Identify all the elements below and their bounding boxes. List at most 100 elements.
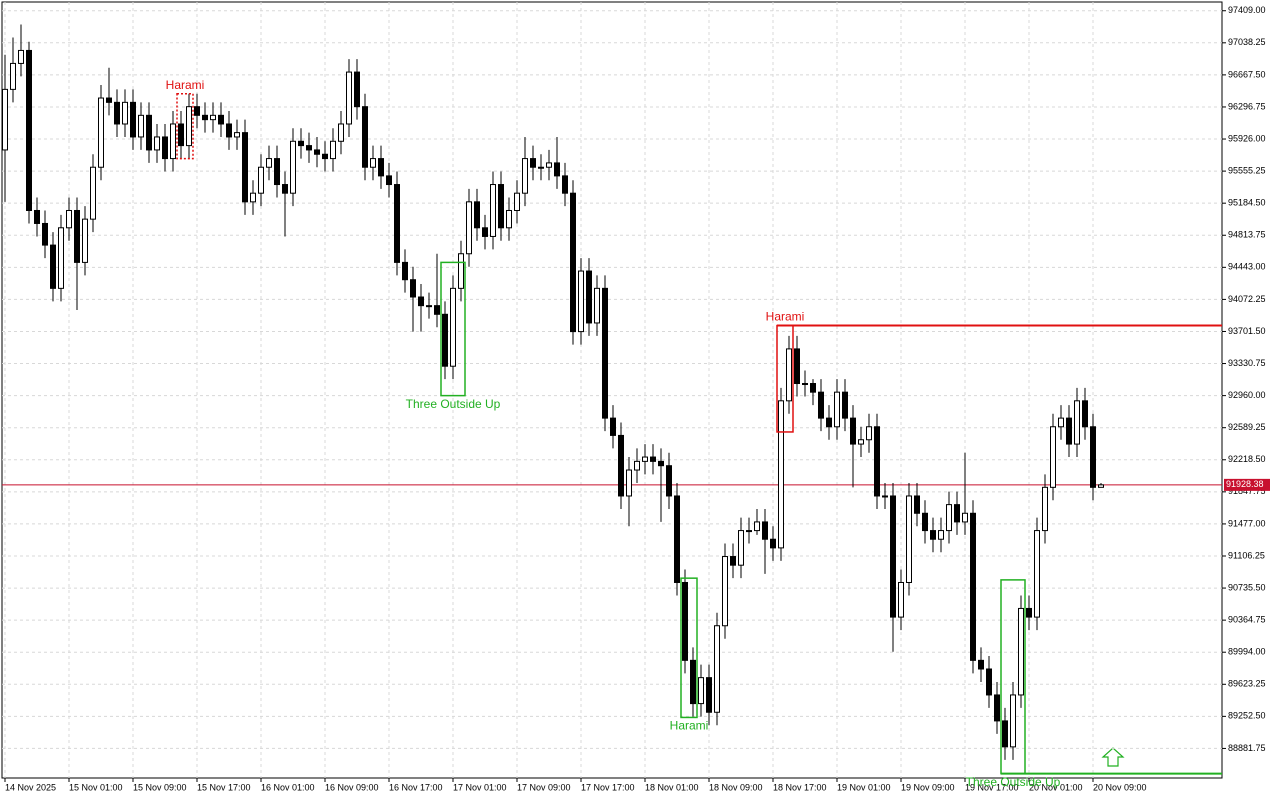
candle-body	[538, 166, 544, 169]
candle-body	[898, 581, 904, 618]
x-tick-label: 18 Nov 17:00	[773, 782, 827, 792]
y-tick-label: 94072.25	[1228, 294, 1266, 304]
candle-body	[226, 123, 232, 138]
x-tick-label: 18 Nov 09:00	[709, 782, 763, 792]
candle-body	[690, 659, 696, 705]
y-tick-label: 97409.00	[1228, 5, 1266, 15]
candle-body	[1018, 607, 1024, 696]
candle-body	[706, 677, 712, 713]
candle-body	[1042, 486, 1048, 532]
candle-body	[474, 201, 480, 229]
candle-body	[250, 192, 256, 203]
candle-body	[1058, 417, 1064, 428]
candle-body	[738, 530, 744, 566]
candle-body	[1090, 426, 1096, 488]
y-tick-label: 97038.25	[1228, 37, 1266, 47]
candle-body	[122, 101, 128, 125]
candle-body	[610, 417, 616, 436]
candle-body	[874, 426, 880, 497]
candle-body	[442, 313, 448, 367]
pattern-box	[440, 261, 466, 397]
candle-body	[34, 209, 40, 224]
x-tick-label: 20 Nov 01:00	[1029, 782, 1083, 792]
candle-body	[866, 426, 872, 441]
candle-body	[322, 153, 328, 160]
candle-body	[90, 166, 96, 220]
candle-body	[970, 512, 976, 661]
candle-body	[74, 209, 80, 263]
candle-body	[642, 456, 648, 462]
x-tick-label: 19 Nov 01:00	[837, 782, 891, 792]
y-tick-label: 91477.00	[1228, 518, 1266, 528]
candle-body	[186, 106, 192, 147]
x-tick-label: 14 Nov 2025	[5, 782, 56, 792]
y-tick-label: 93330.75	[1228, 358, 1266, 368]
candle-body	[202, 114, 208, 121]
candle-body	[794, 348, 800, 385]
candle-body	[218, 114, 224, 125]
candle-body	[154, 136, 160, 151]
candle-body	[514, 192, 520, 211]
candle-body	[506, 209, 512, 229]
candle-body	[1098, 484, 1104, 488]
y-tick-label: 92960.00	[1228, 390, 1266, 400]
y-tick-label: 91106.25	[1228, 550, 1265, 560]
y-tick-label: 96296.75	[1228, 101, 1266, 111]
candle-body	[746, 530, 752, 533]
y-tick-label: 95555.25	[1228, 165, 1266, 175]
candle-body	[2, 88, 8, 151]
candle-body	[842, 391, 848, 419]
candle-body	[98, 97, 104, 168]
candle-body	[698, 677, 704, 705]
candle-body	[106, 97, 112, 103]
candle-body	[906, 495, 912, 583]
candle-body	[306, 145, 312, 151]
candle-body	[978, 659, 984, 670]
x-tick-label: 16 Nov 01:00	[261, 782, 315, 792]
candle-body	[1010, 694, 1016, 748]
y-tick-label: 90735.50	[1228, 582, 1266, 592]
candle-body	[754, 521, 760, 532]
candle-body	[418, 296, 424, 307]
y-tick-label: 95926.00	[1228, 133, 1266, 143]
x-tick-label: 19 Nov 09:00	[901, 782, 955, 792]
candle-body	[914, 495, 920, 514]
current-price-label: 91928.38	[1226, 479, 1264, 489]
candle-body	[650, 456, 656, 462]
pattern-label: Harami	[166, 78, 205, 92]
pattern-label: Harami	[766, 310, 805, 324]
candle-body	[586, 270, 592, 324]
candle-body	[834, 391, 840, 428]
candle-body	[42, 222, 48, 246]
candle-body	[362, 106, 368, 168]
candle-body	[194, 106, 200, 116]
current-price-box	[1224, 478, 1270, 491]
candle-body	[802, 383, 808, 386]
candle-body	[946, 504, 952, 532]
candle-body	[546, 162, 552, 168]
candle-body	[762, 521, 768, 540]
x-tick-label: 17 Nov 01:00	[453, 782, 507, 792]
buy-arrow	[1101, 747, 1125, 767]
candle-body	[1082, 400, 1088, 428]
candle-body	[530, 158, 536, 168]
candle-body	[1034, 530, 1040, 618]
candle-body	[138, 114, 144, 138]
candle-body	[962, 512, 968, 523]
candle-body	[18, 49, 24, 64]
candle-body	[634, 460, 640, 471]
candle-body	[682, 581, 688, 661]
candle-body	[394, 184, 400, 263]
pattern-label: Harami	[670, 719, 709, 733]
candle-body	[82, 218, 88, 263]
candle-body	[402, 261, 408, 281]
candle-body	[26, 49, 32, 211]
candle-body	[810, 383, 816, 393]
candle-body	[786, 348, 792, 402]
candle-body	[730, 556, 736, 566]
candle-body	[1026, 607, 1032, 618]
candle-body	[714, 625, 720, 713]
candle-body	[50, 244, 56, 289]
candle-body	[674, 495, 680, 583]
